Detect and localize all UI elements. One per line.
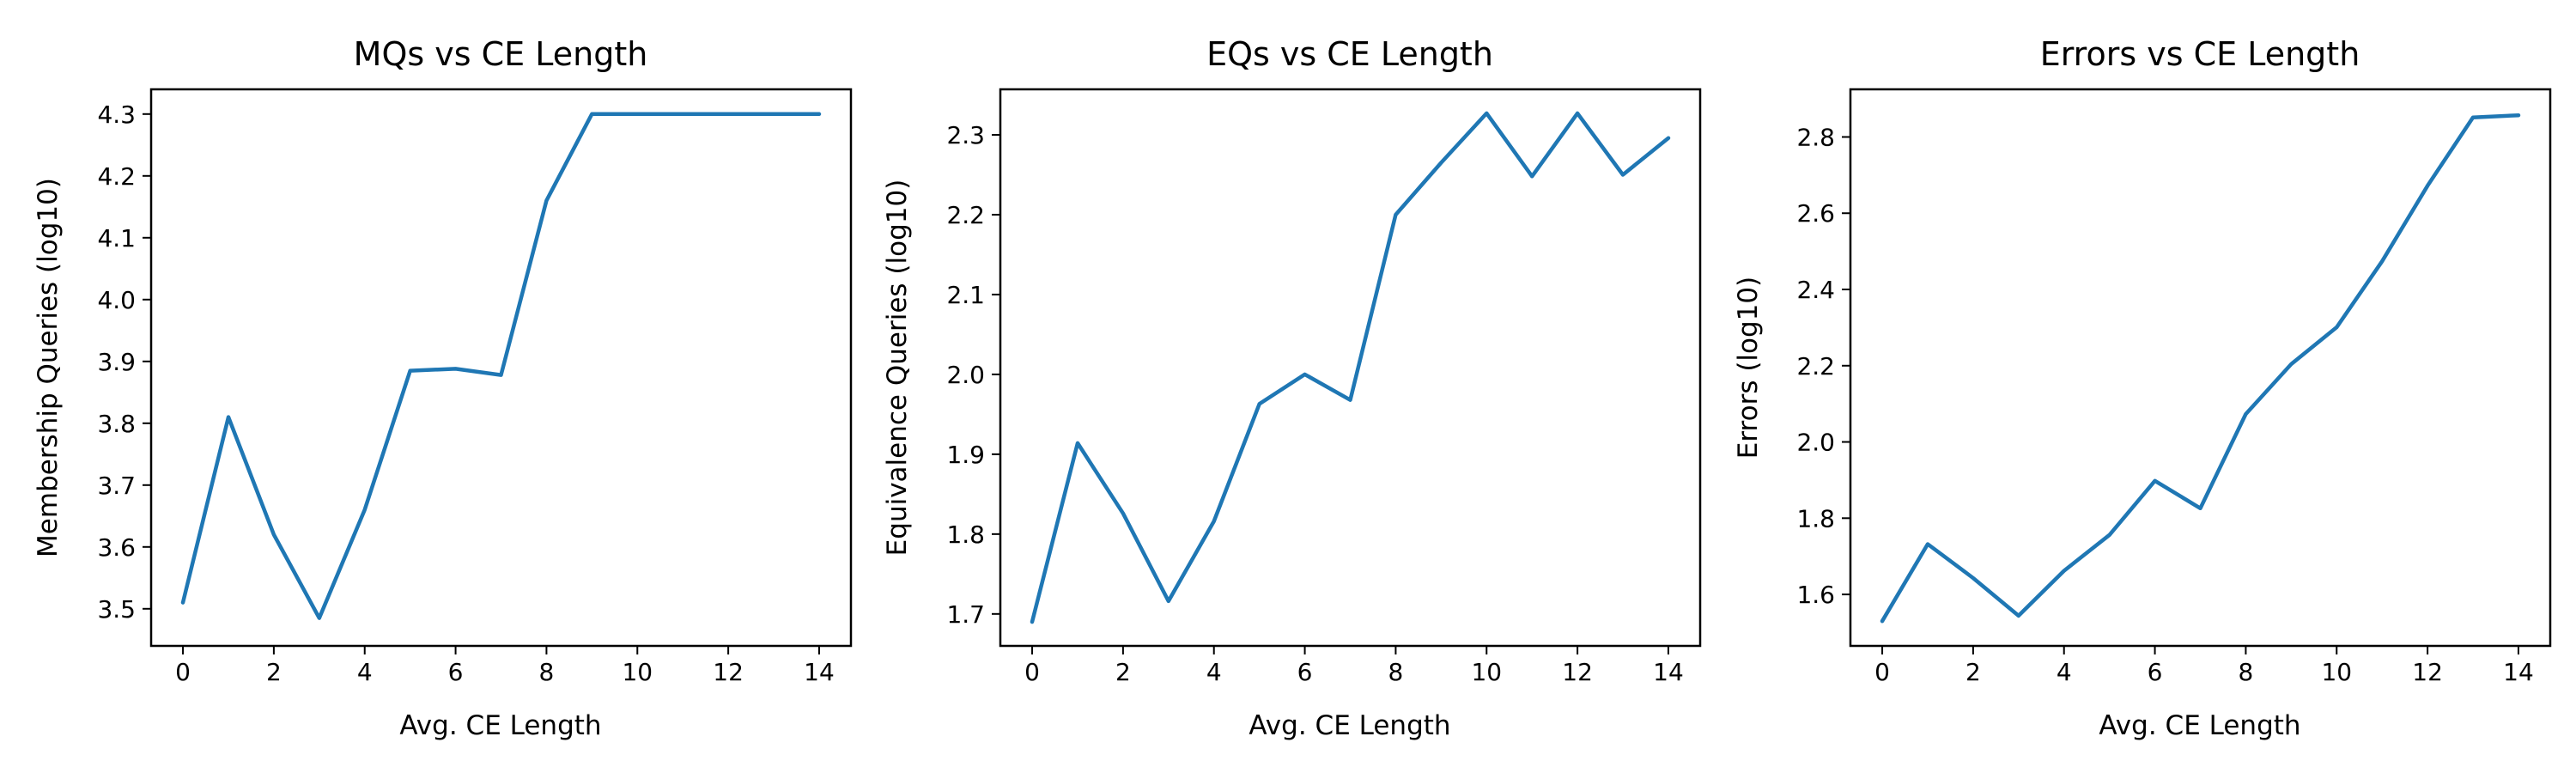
series-line xyxy=(180,112,822,620)
chart-title: MQs vs CE Length xyxy=(354,35,648,73)
y-tick-label: 2.3 xyxy=(946,121,985,149)
y-axis-label: Equivalence Queries (log10) xyxy=(882,180,913,557)
y-tick-label: 2.4 xyxy=(1796,276,1835,304)
y-tick-label: 2.0 xyxy=(1796,429,1835,457)
y-tick-label: 1.8 xyxy=(1796,504,1835,533)
x-axis-label: Avg. CE Length xyxy=(1249,710,1450,741)
x-tick-label: 14 xyxy=(2503,658,2534,686)
x-tick-label: 8 xyxy=(2239,658,2254,686)
x-tick-label: 14 xyxy=(1653,658,1684,686)
y-tick-label: 1.9 xyxy=(946,441,985,469)
x-tick-label: 12 xyxy=(1562,658,1593,686)
x-tick-label: 0 xyxy=(1024,658,1040,686)
chart-title: Errors vs CE Length xyxy=(2040,35,2360,73)
y-tick-label: 3.6 xyxy=(97,533,136,562)
tick-group: 0 2 4 6 8 10 12 14 1.6 1.8 2.0 2.2 2.4 2.6 2.8 xyxy=(1796,123,2533,686)
chart-title: EQs vs CE Length xyxy=(1206,35,1493,73)
tick-group: 0 2 4 6 8 10 12 14 3.5 3.6 3.7 3.8 3.9 4.0 4.1 4.2 4.3 xyxy=(97,100,834,686)
y-tick-label: 3.5 xyxy=(97,595,136,624)
y-tick-label: 3.8 xyxy=(97,410,136,438)
x-tick-label: 8 xyxy=(539,658,555,686)
y-tick-label: 2.2 xyxy=(1796,352,1835,380)
y-tick-label: 4.3 xyxy=(97,100,136,129)
plot-frame xyxy=(149,88,853,648)
x-tick-label: 10 xyxy=(1471,658,1502,686)
x-tick-label: 2 xyxy=(1115,658,1131,686)
x-tick-label: 6 xyxy=(448,658,464,686)
plot-frame xyxy=(999,88,1702,648)
x-tick-label: 8 xyxy=(1388,658,1404,686)
y-tick-label: 2.8 xyxy=(1796,123,1835,151)
y-tick-label: 2.2 xyxy=(946,201,985,229)
x-tick-label: 4 xyxy=(2057,658,2072,686)
y-tick-label: 4.1 xyxy=(97,224,136,253)
x-tick-label: 4 xyxy=(1206,658,1222,686)
x-tick-label: 2 xyxy=(266,658,282,686)
x-tick-label: 6 xyxy=(2148,658,2163,686)
y-tick-label: 3.7 xyxy=(97,472,136,500)
mqs-chart-panel: MQs vs CE Length 0 2 4 6 8 10 12 14 3.5 3.6 3.7 3.8… xyxy=(33,35,853,741)
errors-chart-panel: Errors vs CE Length 0 2 4 6 8 10 12 14 1.6 1.8 2.0… xyxy=(1733,35,2552,741)
x-tick-label: 12 xyxy=(2412,658,2443,686)
x-tick-label: 10 xyxy=(622,658,653,686)
x-tick-label: 0 xyxy=(1874,658,1890,686)
y-axis-label: Errors (log10) xyxy=(1733,277,1764,459)
y-tick-label: 4.2 xyxy=(97,162,136,191)
x-tick-label: 6 xyxy=(1297,658,1313,686)
y-tick-label: 1.7 xyxy=(946,600,985,629)
x-axis-label: Avg. CE Length xyxy=(399,710,601,741)
x-tick-label: 2 xyxy=(1965,658,1981,686)
x-tick-label: 14 xyxy=(804,658,835,686)
y-tick-label: 3.9 xyxy=(97,348,136,376)
y-tick-label: 2.6 xyxy=(1796,199,1835,228)
x-tick-label: 12 xyxy=(713,658,744,686)
y-tick-label: 1.6 xyxy=(1796,581,1835,609)
x-axis-label: Avg. CE Length xyxy=(2099,710,2300,741)
x-tick-label: 0 xyxy=(175,658,191,686)
y-axis-label: Membership Queries (log10) xyxy=(33,178,64,557)
x-tick-label: 10 xyxy=(2321,658,2352,686)
series-line xyxy=(1030,111,1671,624)
y-tick-label: 2.0 xyxy=(946,361,985,389)
series-line xyxy=(1880,113,2521,624)
tick-group: 0 2 4 6 8 10 12 14 1.7 1.8 1.9 2.0 2.1 2.2 2.3 xyxy=(946,121,1683,686)
plot-frame xyxy=(1849,88,2552,648)
y-tick-label: 4.0 xyxy=(97,286,136,314)
x-tick-label: 4 xyxy=(357,658,373,686)
y-tick-label: 2.1 xyxy=(946,281,985,309)
y-tick-label: 1.8 xyxy=(946,520,985,549)
eqs-chart-panel: EQs vs CE Length 0 2 4 6 8 10 12 14 1.7 1.8 1.9 2.0… xyxy=(882,35,1702,741)
